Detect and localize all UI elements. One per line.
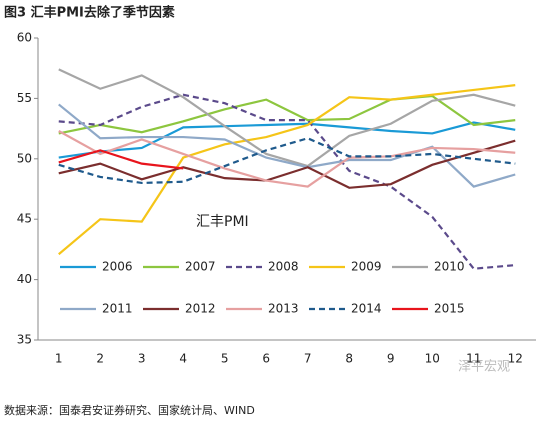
watermark: 泽平宏观	[458, 360, 510, 375]
x-tick-label: 8	[345, 352, 353, 366]
y-tick-label: 60	[17, 31, 32, 45]
series-line	[58, 137, 516, 185]
y-tick-label: 45	[17, 212, 32, 226]
series-line	[58, 139, 516, 189]
x-tick-label: 1	[55, 352, 63, 366]
y-tick-label: 50	[17, 151, 32, 165]
x-tick-label: 10	[425, 352, 440, 366]
series-line	[58, 68, 516, 168]
x-tick-label: 6	[262, 352, 270, 366]
x-tick-label: 12	[508, 352, 523, 366]
series-line	[58, 130, 516, 188]
x-tick-label: 5	[221, 352, 229, 366]
legend-label: 2012	[185, 302, 216, 316]
legend-label: 2011	[102, 302, 133, 316]
y-tick-label: 35	[17, 333, 32, 347]
legend-label: 2007	[185, 260, 216, 274]
y-tick-label: 40	[17, 272, 32, 286]
legend-label: 2014	[351, 302, 382, 316]
series-line	[58, 94, 516, 135]
series-line	[58, 121, 516, 159]
legend-label: 2008	[268, 260, 299, 274]
legend-label: 2013	[268, 302, 299, 316]
x-tick-label: 9	[387, 352, 395, 366]
x-tick-label: 11	[466, 352, 481, 366]
y-tick-label: 55	[17, 91, 32, 105]
chart-title: 图3 汇丰PMI去除了季节因素	[4, 5, 175, 21]
source: 数据来源：国泰君安证券研究、国家统计局、WIND	[4, 403, 255, 417]
series-line	[58, 149, 184, 170]
legend-label: 2015	[434, 302, 465, 316]
x-tick-label: 2	[96, 352, 104, 366]
x-tick-label: 3	[138, 352, 146, 366]
series-line	[58, 93, 516, 270]
legend-label: 2010	[434, 260, 465, 274]
x-tick-label: 7	[304, 352, 312, 366]
legend-label: 2006	[102, 260, 133, 274]
x-tick-label: 4	[179, 352, 187, 366]
series-line	[58, 103, 516, 188]
annotation: 汇丰PMI	[196, 214, 249, 230]
legend-label: 2009	[351, 260, 382, 274]
series-line	[58, 84, 516, 256]
